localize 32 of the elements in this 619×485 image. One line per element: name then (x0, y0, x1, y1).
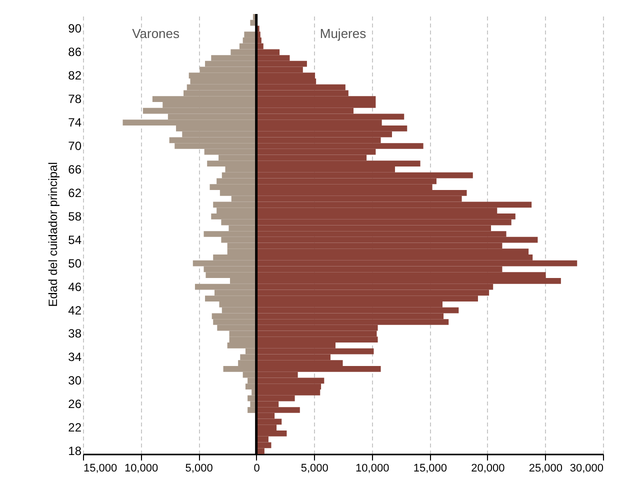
x-tick-label: 15,000 (413, 462, 447, 474)
y-tick-label: 78 (68, 92, 82, 106)
y-tick-label: 58 (68, 209, 82, 224)
x-tick-label: 0 (254, 462, 260, 474)
x-tick-label: 5,000 (185, 462, 213, 474)
y-tick-label: 46 (68, 280, 82, 294)
y-tick-label: 86 (68, 45, 82, 60)
y-tick-label: 34 (68, 350, 82, 364)
series-label: Mujeres (320, 26, 367, 41)
y-tick-label: 22 (68, 420, 82, 435)
y-tick-label: 54 (68, 232, 82, 247)
x-tick-label: 30,000 (570, 462, 604, 474)
x-tick-label: 5,000 (300, 462, 328, 474)
y-tick-label: 74 (68, 116, 82, 130)
y-tick-label: 30 (68, 374, 82, 388)
x-tick-label: 10,000 (356, 462, 390, 474)
y-tick-label: 62 (68, 186, 82, 200)
y-tick-label: 18 (68, 444, 82, 458)
y-tick-label: 66 (68, 162, 82, 176)
y-axis-title: Edad del cuidador principal (46, 162, 60, 307)
x-tick-label: 20,000 (471, 462, 505, 474)
x-tick-label: 25,000 (528, 462, 563, 474)
x-tick-label: 15,000 (84, 462, 118, 474)
y-tick-label: 70 (68, 139, 82, 153)
y-tick-label: 90 (68, 22, 82, 36)
y-tick-label: 82 (68, 68, 82, 83)
y-tick-label: 26 (68, 397, 82, 412)
text: Varones (132, 26, 180, 41)
y-tick-label: 42 (68, 303, 82, 318)
y-tick-label: 38 (68, 326, 82, 341)
y-tick-label: 50 (68, 256, 82, 270)
x-tick-label: 10,000 (124, 462, 158, 474)
